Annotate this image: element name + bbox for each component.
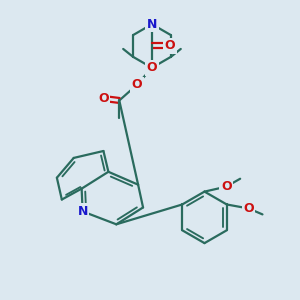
Text: O: O — [243, 202, 254, 215]
Text: O: O — [132, 78, 142, 91]
Text: O: O — [221, 180, 232, 193]
Text: N: N — [147, 18, 157, 31]
Text: O: O — [98, 92, 109, 105]
Text: N: N — [77, 205, 88, 218]
Text: O: O — [164, 40, 175, 52]
Text: O: O — [147, 61, 157, 74]
